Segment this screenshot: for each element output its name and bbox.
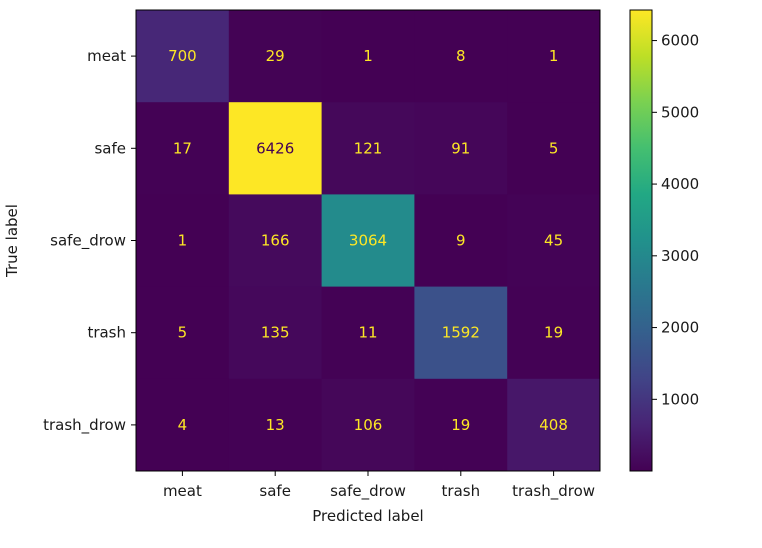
y-tick-label: trash (87, 324, 126, 342)
heatmap-cell (414, 194, 508, 288)
heatmap-cell (136, 286, 230, 380)
cell-value-label: 13 (266, 416, 285, 434)
cell-value-label: 5 (549, 139, 559, 157)
colorbar-tick-label: 3000 (661, 247, 699, 265)
y-tick-label: meat (87, 47, 126, 65)
colorbar-tick-label: 6000 (661, 32, 699, 50)
heatmap-cell (507, 10, 601, 103)
cell-value-label: 19 (451, 416, 470, 434)
heatmap-cell (136, 194, 230, 288)
colorbar (629, 9, 653, 472)
heatmap-cell (228, 102, 323, 195)
cell-value-label: 5 (178, 324, 188, 342)
cell-value-label: 11 (358, 324, 377, 342)
y-axis-label: True label (3, 204, 21, 278)
x-tick-label: safe (259, 482, 291, 500)
heatmap-cell (321, 10, 415, 103)
colorbar-tick-label: 2000 (661, 319, 699, 337)
heatmap-cell (507, 286, 601, 380)
cell-value-label: 121 (354, 139, 383, 157)
y-tick-label: safe (94, 139, 126, 157)
heatmap-cell (507, 194, 601, 288)
heatmap-cell (414, 286, 508, 380)
heatmap-cell (228, 286, 323, 380)
cell-value-label: 9 (456, 232, 466, 250)
cell-value-label: 45 (544, 232, 563, 250)
colorbar-tick-label: 5000 (661, 103, 699, 121)
cell-value-label: 1592 (442, 324, 480, 342)
y-tick-label: trash_drow (43, 416, 126, 435)
heatmap-cell (507, 102, 601, 195)
cell-value-label: 3064 (349, 232, 387, 250)
cell-value-label: 4 (178, 416, 188, 434)
cell-value-label: 135 (261, 324, 290, 342)
cell-value-label: 19 (544, 324, 563, 342)
colorbar-ticks: 1000 2000 3000 4000 5000 6000 (652, 32, 699, 408)
cell-value-label: 408 (539, 416, 568, 434)
heatmap-cell (507, 378, 601, 472)
heatmap-cell (136, 10, 230, 103)
heatmap-cell (321, 102, 415, 195)
heatmap-cell (228, 194, 323, 288)
heatmap-cell (228, 378, 323, 472)
x-tick-label: trash (442, 482, 481, 500)
heatmap-cell (228, 10, 323, 103)
heatmap-cell (414, 378, 508, 472)
heatmap-cell (136, 378, 230, 472)
cell-value-label: 1 (549, 47, 559, 65)
heatmap-cells (136, 10, 601, 472)
heatmap-cell (414, 10, 508, 103)
cell-value-label: 17 (173, 139, 192, 157)
cell-value-label: 91 (451, 139, 470, 157)
x-tick-label: trash_drow (512, 482, 595, 501)
cell-value-label: 1 (363, 47, 373, 65)
x-axis-label: Predicted label (312, 507, 423, 525)
heatmap-cell (321, 286, 415, 380)
cell-value-label: 29 (266, 47, 285, 65)
cell-value-label: 166 (261, 232, 290, 250)
heatmap-cell (321, 194, 415, 288)
x-tick-label: meat (163, 482, 202, 500)
x-axis-ticks: meat safe safe_drow trash trash_drow (163, 471, 595, 501)
heatmap-cell (321, 378, 415, 472)
heatmap-cell (414, 102, 508, 195)
colorbar-tick-label: 4000 (661, 175, 699, 193)
y-tick-label: safe_drow (50, 232, 126, 251)
heatmap-cell (136, 102, 230, 195)
cell-value-label: 106 (354, 416, 383, 434)
colorbar-tick-label: 1000 (661, 390, 699, 408)
cell-value-label: 6426 (256, 139, 294, 157)
cell-value-label: 8 (456, 47, 466, 65)
heatmap-cell-labels: 700 29 1 8 1 17 6426 121 91 5 1 166 3064 9 45 5 135 11 159… (168, 47, 568, 434)
cell-value-label: 700 (168, 47, 197, 65)
x-tick-label: safe_drow (330, 482, 406, 501)
cell-value-label: 1 (178, 232, 188, 250)
